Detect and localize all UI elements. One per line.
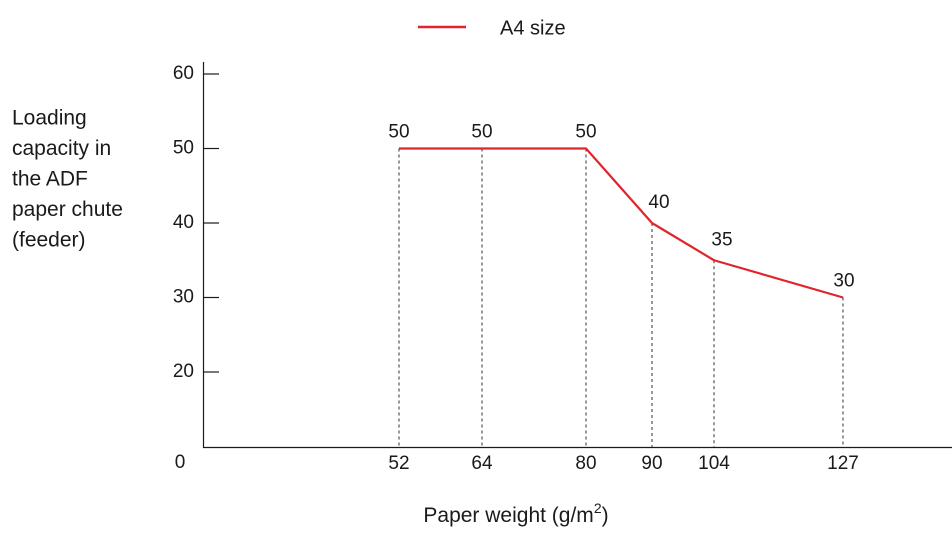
y-axis-label-line: capacity in	[12, 137, 111, 160]
y-axis-label-line: (feeder)	[12, 229, 86, 252]
data-labels: 50 50 50 40 35 30	[388, 122, 854, 292]
series-line-a4-size	[399, 147, 844, 299]
y-axis-label-line: paper chute	[12, 198, 123, 221]
x-tick-label: 80	[575, 453, 596, 474]
legend: A4 size	[418, 17, 566, 39]
x-axis-label: Paper weight (g/m2)	[423, 500, 608, 527]
y-axis-label-line: Loading	[12, 107, 87, 130]
x-tick-label: 52	[388, 453, 409, 474]
x-tick-label: 64	[471, 453, 493, 474]
y-tick-label: 40	[173, 212, 194, 233]
legend-label: A4 size	[500, 17, 566, 39]
x-tick-label: 90	[641, 453, 662, 474]
y-axis-label: Loading capacity in the ADF paper chute (fee…	[12, 107, 123, 252]
x-ticks: 52 64 80 90 104 127	[388, 453, 858, 474]
data-label: 30	[833, 271, 854, 292]
data-label: 40	[648, 192, 669, 213]
data-label: 35	[711, 229, 732, 250]
data-label: 50	[388, 122, 409, 143]
drop-lines	[398, 148, 844, 448]
x-axis-label-text: Paper weight (g/m	[423, 504, 593, 527]
data-label: 50	[575, 122, 596, 143]
x-tick-label: 104	[698, 453, 730, 474]
origin-label: 0	[175, 452, 186, 473]
y-tick-label: 30	[173, 287, 194, 308]
data-label: 50	[471, 122, 492, 143]
y-axis-label-line: the ADF	[12, 168, 88, 191]
y-ticks: 20 30 40 50 60	[173, 63, 219, 382]
x-tick-label: 127	[827, 453, 859, 474]
x-axis-label-suffix: )	[602, 504, 609, 527]
x-axis-label-superscript: 2	[594, 500, 602, 516]
y-tick-label: 50	[173, 138, 194, 159]
y-tick-label: 60	[173, 63, 194, 84]
y-tick-label: 20	[173, 361, 194, 382]
